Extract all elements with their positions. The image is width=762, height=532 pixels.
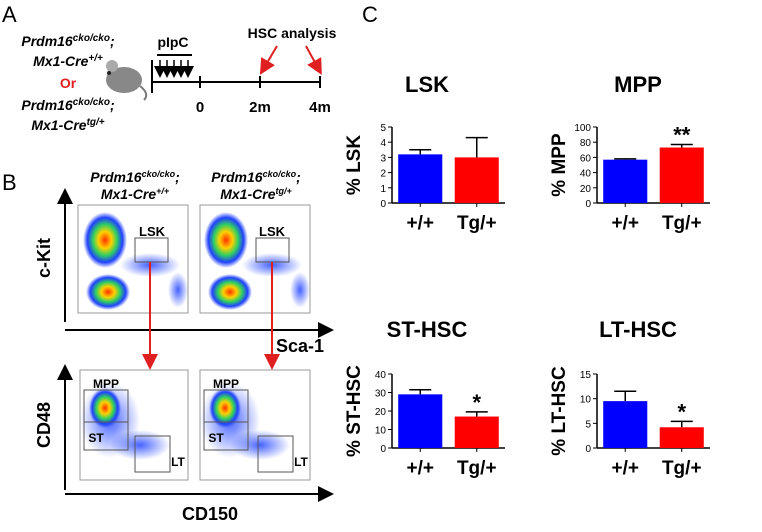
y-tick-label: 1 xyxy=(380,184,386,195)
gate-label: ST xyxy=(88,431,104,445)
genotype-line: Mx1-Cre+/+ xyxy=(33,53,103,69)
bar xyxy=(398,154,443,203)
injection-arrows xyxy=(154,60,194,78)
y-tick-label: 30 xyxy=(375,389,387,400)
analysis-arrows xyxy=(259,45,322,76)
flow-plot xyxy=(199,369,311,481)
or-label: Or xyxy=(60,75,77,91)
x-tick-label: Tg/+ xyxy=(662,458,702,479)
timepoint: 4m xyxy=(309,99,331,116)
chart-title: ST-HSC xyxy=(387,317,468,342)
flow-plot xyxy=(199,204,311,314)
y-tick-label: 100 xyxy=(574,123,591,134)
y-tick-label: 40 xyxy=(375,370,387,381)
y-tick-label: 0 xyxy=(585,199,591,210)
significance: * xyxy=(472,390,481,415)
y-axis-label: % LSK xyxy=(344,135,365,195)
y-tick-label: 20 xyxy=(580,184,592,195)
genotype-line: Prdm16cko/cko; xyxy=(21,97,114,113)
panel-label: A xyxy=(2,2,17,27)
chart-title: MPP xyxy=(614,72,662,97)
y-axis-label: % MPP xyxy=(549,133,570,197)
genotype-line: Mx1-Cretg/+ xyxy=(220,186,292,202)
genotype-line: Prdm16cko/cko; xyxy=(211,169,301,185)
y-tick-label: 4 xyxy=(380,138,386,149)
y-tick-label: 5 xyxy=(380,123,386,134)
bar xyxy=(454,157,499,203)
significance: ** xyxy=(673,122,691,147)
bar xyxy=(398,394,443,448)
x-tick-label: +/+ xyxy=(407,458,434,479)
genotype-line: Mx1-Cretg/+ xyxy=(31,117,104,133)
panel-label: C xyxy=(362,2,378,27)
flow-plot xyxy=(77,204,189,314)
x-tick-label: +/+ xyxy=(612,213,639,234)
genotype-line: Prdm16cko/cko; xyxy=(21,33,114,49)
y-axis-label: % LT-HSC xyxy=(549,366,570,456)
x-tick-label: Tg/+ xyxy=(457,458,497,479)
chart-title: LT-HSC xyxy=(599,317,677,342)
y-tick-label: 0 xyxy=(380,444,386,455)
flow-plot xyxy=(79,369,189,481)
genotype-line: Prdm16cko/cko; xyxy=(90,169,180,185)
gate-label: LT xyxy=(294,455,308,469)
y-axis-label: % ST-HSC xyxy=(344,365,365,457)
axis-arrows xyxy=(57,188,334,502)
x-tick-label: Tg/+ xyxy=(662,213,702,234)
gate-label: MPP xyxy=(213,377,239,391)
axis-label: CD48 xyxy=(34,402,54,448)
gate-label: LT xyxy=(171,455,185,469)
bar xyxy=(659,147,704,203)
y-tick-label: 2 xyxy=(380,169,386,180)
chart-title: LSK xyxy=(405,72,449,97)
y-tick-label: 20 xyxy=(375,407,387,418)
timeline xyxy=(151,60,321,93)
gating-arrows xyxy=(142,262,280,370)
y-tick-label: 0 xyxy=(585,444,591,455)
genotype-line: Mx1-Cre+/+ xyxy=(101,186,170,202)
y-tick-label: 80 xyxy=(580,138,592,149)
y-tick-label: 3 xyxy=(380,153,386,164)
analysis-label: HSC analysis xyxy=(248,25,337,41)
x-tick-label: +/+ xyxy=(407,213,434,234)
y-tick-label: 10 xyxy=(375,426,387,437)
gate-label: LSK xyxy=(259,224,286,239)
significance: * xyxy=(677,399,686,424)
treatment-label: pIpC xyxy=(157,34,188,50)
y-tick-label: 60 xyxy=(580,153,592,164)
timepoint: 2m xyxy=(249,99,271,116)
y-tick-label: 0 xyxy=(380,199,386,210)
y-tick-label: 40 xyxy=(580,169,592,180)
y-tick-label: 5 xyxy=(585,419,591,430)
bar xyxy=(603,401,648,448)
x-tick-label: Tg/+ xyxy=(457,213,497,234)
y-tick-label: 10 xyxy=(580,395,592,406)
axis-label: c-Kit xyxy=(34,238,54,278)
timepoint: 0 xyxy=(196,99,204,116)
bar xyxy=(659,427,704,448)
x-tick-label: +/+ xyxy=(612,458,639,479)
bar xyxy=(603,159,648,203)
y-tick-label: 15 xyxy=(580,370,592,381)
gate-label: ST xyxy=(208,431,224,445)
axis-label: CD150 xyxy=(182,504,238,524)
panel-label: B xyxy=(2,170,17,195)
gate-label: LSK xyxy=(139,224,166,239)
gate-label: MPP xyxy=(93,377,119,391)
bar xyxy=(454,416,499,448)
mouse-icon xyxy=(106,60,148,101)
axis-label: Sca-1 xyxy=(276,336,324,356)
